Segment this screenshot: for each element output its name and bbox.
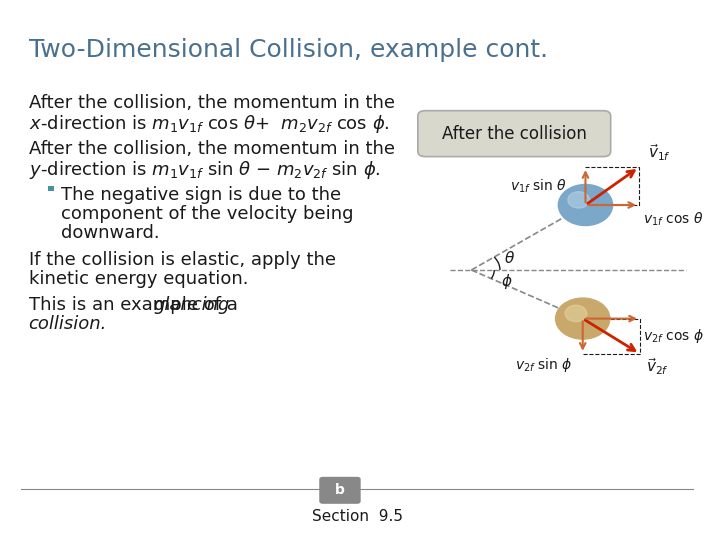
Text: After the collision, the momentum in the: After the collision, the momentum in the	[29, 94, 395, 112]
Circle shape	[558, 185, 613, 226]
Text: $v_{2f}$ sin $\phi$: $v_{2f}$ sin $\phi$	[515, 356, 572, 374]
Text: $v_{2f}$ cos $\phi$: $v_{2f}$ cos $\phi$	[644, 327, 704, 345]
Text: component of the velocity being: component of the velocity being	[60, 205, 354, 223]
Text: $\vec{v}_{2f}$: $\vec{v}_{2f}$	[646, 356, 669, 377]
Text: Two-Dimensional Collision, example cont.: Two-Dimensional Collision, example cont.	[29, 38, 548, 62]
FancyBboxPatch shape	[418, 111, 611, 157]
Text: kinetic energy equation.: kinetic energy equation.	[29, 270, 248, 288]
Text: glancing: glancing	[153, 296, 230, 314]
FancyBboxPatch shape	[48, 186, 53, 191]
Text: $x$-direction is $m_1 v_{1f}$ cos $\theta$+  $m_2 v_{2f}$ cos $\phi$.: $x$-direction is $m_1 v_{1f}$ cos $\thet…	[29, 113, 390, 136]
Text: $v_{1f}$ cos $\theta$: $v_{1f}$ cos $\theta$	[643, 211, 703, 228]
Circle shape	[565, 305, 587, 322]
Text: $v_{1f}$ sin $\theta$: $v_{1f}$ sin $\theta$	[510, 178, 567, 195]
Text: $\phi$: $\phi$	[501, 272, 513, 292]
Text: This is an example of a: This is an example of a	[29, 296, 243, 314]
Text: $\theta$: $\theta$	[503, 250, 515, 266]
Text: downward.: downward.	[60, 224, 159, 242]
Circle shape	[568, 192, 590, 208]
Text: The negative sign is due to the: The negative sign is due to the	[60, 186, 341, 204]
FancyBboxPatch shape	[319, 477, 361, 504]
Text: $\vec{v}_{1f}$: $\vec{v}_{1f}$	[647, 142, 670, 163]
Circle shape	[556, 298, 610, 339]
Text: $y$-direction is $m_1 v_{1f}$ sin $\theta$ $-$ $m_2 v_{2f}$ sin $\phi$.: $y$-direction is $m_1 v_{1f}$ sin $\thet…	[29, 159, 380, 181]
Text: If the collision is elastic, apply the: If the collision is elastic, apply the	[29, 251, 336, 269]
Text: b: b	[335, 483, 345, 497]
Text: Section  9.5: Section 9.5	[312, 509, 402, 524]
Text: After the collision: After the collision	[442, 125, 587, 143]
Text: collision.: collision.	[29, 315, 107, 333]
Text: After the collision, the momentum in the: After the collision, the momentum in the	[29, 140, 395, 158]
